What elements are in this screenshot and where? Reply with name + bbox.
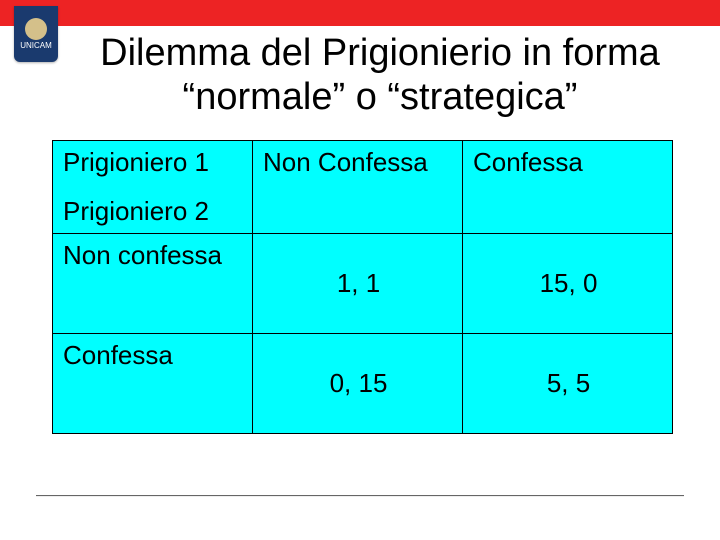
- slide-title: Dilemma del Prigionierio in forma “norma…: [60, 32, 700, 119]
- unicam-logo: UNICAM: [14, 6, 58, 62]
- payoff-cell: 5, 5: [463, 334, 673, 434]
- payoff-cell: 15, 0: [463, 234, 673, 334]
- row-header-not-confess: Non confessa: [53, 234, 253, 334]
- crest-icon: [25, 18, 47, 40]
- logo-label: UNICAM: [20, 42, 52, 50]
- slide: UNICAM Dilemma del Prigionierio in forma…: [0, 0, 720, 540]
- spacer: [63, 178, 244, 196]
- header-bar: [0, 0, 720, 26]
- table: Prigioniero 1 Prigioniero 2 Non Confessa…: [52, 140, 673, 434]
- row-header-confess: Confessa: [53, 334, 253, 434]
- table-row: Confessa 0, 15 5, 5: [53, 334, 673, 434]
- payoff-cell: 0, 15: [253, 334, 463, 434]
- col-header-confess: Confessa: [463, 141, 673, 234]
- row-header-player2: Prigioniero 2: [63, 196, 244, 227]
- payoff-table: Prigioniero 1 Prigioniero 2 Non Confessa…: [52, 140, 672, 434]
- footer-rule: [36, 495, 684, 496]
- table-row: Non confessa 1, 1 15, 0: [53, 234, 673, 334]
- payoff-cell: 1, 1: [253, 234, 463, 334]
- col-header-player1: Prigioniero 1 Prigioniero 2: [53, 141, 253, 234]
- col-header-not-confess: Non Confessa: [253, 141, 463, 234]
- label: Prigioniero 1: [63, 147, 244, 178]
